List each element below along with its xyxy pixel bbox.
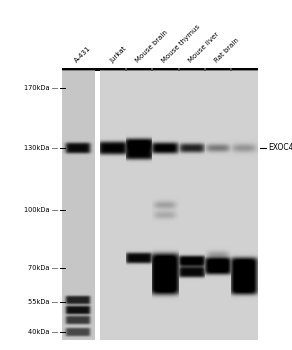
Text: 100kDa —: 100kDa — xyxy=(24,207,58,213)
Text: EXOC4: EXOC4 xyxy=(268,144,292,153)
Text: Mouse brain: Mouse brain xyxy=(135,29,169,64)
Text: 170kDa —: 170kDa — xyxy=(24,85,58,91)
Text: Mouse liver: Mouse liver xyxy=(188,32,220,64)
Text: 40kDa —: 40kDa — xyxy=(28,329,58,335)
Text: Jurkat: Jurkat xyxy=(109,46,127,64)
Text: 70kDa —: 70kDa — xyxy=(28,265,58,271)
Text: Mouse thymus: Mouse thymus xyxy=(161,23,201,64)
Text: Rat brain: Rat brain xyxy=(214,37,241,64)
Text: 55kDa —: 55kDa — xyxy=(28,299,58,305)
Text: 130kDa —: 130kDa — xyxy=(24,145,58,151)
Text: A-431: A-431 xyxy=(74,45,93,64)
